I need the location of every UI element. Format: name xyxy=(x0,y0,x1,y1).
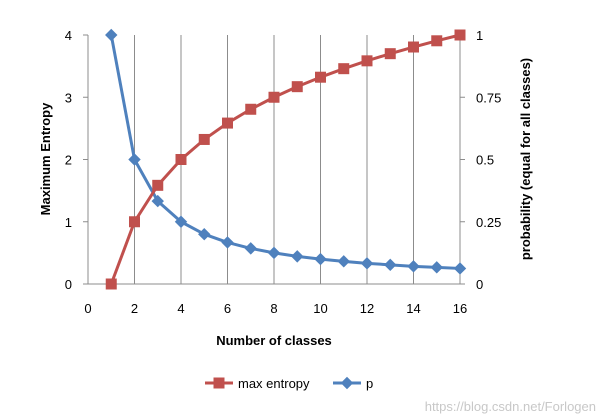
data-point xyxy=(245,103,257,115)
data-point xyxy=(431,35,443,47)
series-line xyxy=(109,34,461,270)
data-point xyxy=(291,81,303,93)
data-point xyxy=(384,258,397,272)
data-point xyxy=(361,55,373,67)
y-left-tick-label: 2 xyxy=(65,153,72,168)
y-right-axis-title: probability (equal for all classes) xyxy=(518,58,533,260)
data-point xyxy=(338,63,350,75)
x-tick-label: 10 xyxy=(313,301,327,316)
data-point xyxy=(129,216,140,228)
y-right-tick-label: 1 xyxy=(476,28,483,43)
y-left-tick-label: 3 xyxy=(65,90,72,105)
legend-marker xyxy=(340,376,354,390)
y-right-tick-label: 0.5 xyxy=(476,153,494,168)
data-point xyxy=(384,48,396,60)
series-max-entropy xyxy=(105,29,466,290)
data-point xyxy=(314,252,327,266)
legend-marker xyxy=(213,377,225,389)
data-point xyxy=(453,262,467,275)
x-tick-label: 0 xyxy=(84,301,91,316)
y-left-tick-label: 0 xyxy=(65,277,72,292)
data-point xyxy=(105,278,117,290)
y-left-axis-title: Maximum Entropy xyxy=(38,102,53,215)
data-point xyxy=(291,250,304,263)
x-tick-label: 12 xyxy=(360,301,374,316)
data-point xyxy=(408,41,419,53)
data-point xyxy=(174,215,188,228)
data-point xyxy=(430,261,443,274)
legend-label: p xyxy=(366,376,373,391)
y-right-tick-label: 0.25 xyxy=(476,215,501,230)
data-point xyxy=(267,246,281,260)
legend-item-p: p xyxy=(333,376,373,391)
data-point xyxy=(151,194,164,208)
data-point xyxy=(337,255,350,268)
y-left-tick-label: 1 xyxy=(65,215,72,230)
x-tick-label: 2 xyxy=(131,301,138,316)
x-tick-label: 14 xyxy=(406,301,420,316)
legend: max entropy p xyxy=(205,376,373,391)
x-tick-label: 4 xyxy=(177,301,184,316)
data-point xyxy=(407,260,420,273)
data-point xyxy=(128,153,141,166)
y-right-tick-label: 0.75 xyxy=(476,90,501,105)
grid xyxy=(87,35,461,284)
data-point xyxy=(175,154,187,165)
series-line xyxy=(109,33,461,285)
data-point xyxy=(198,227,211,241)
data-point xyxy=(221,236,234,249)
x-tick-label: 8 xyxy=(270,301,277,316)
y-right-tick-label: 0 xyxy=(476,277,483,292)
watermark-text: https://blog.csdn.net/Forlogen xyxy=(424,399,596,414)
x-axis-title: Number of classes xyxy=(216,333,332,348)
data-point xyxy=(152,179,164,191)
data-point xyxy=(315,71,326,83)
data-point xyxy=(105,28,118,42)
data-point xyxy=(360,257,374,270)
data-point xyxy=(268,91,280,103)
legend-item-max-entropy: max entropy xyxy=(205,376,310,391)
legend-label: max entropy xyxy=(238,376,310,391)
x-tick-label: 16 xyxy=(453,301,467,316)
x-tick-label: 6 xyxy=(224,301,231,316)
data-point xyxy=(244,242,257,255)
data-point xyxy=(222,117,233,129)
data-point xyxy=(198,133,210,145)
y-left-tick-label: 4 xyxy=(65,28,72,43)
data-point xyxy=(454,29,466,41)
series xyxy=(105,28,467,290)
series-p xyxy=(105,28,467,275)
